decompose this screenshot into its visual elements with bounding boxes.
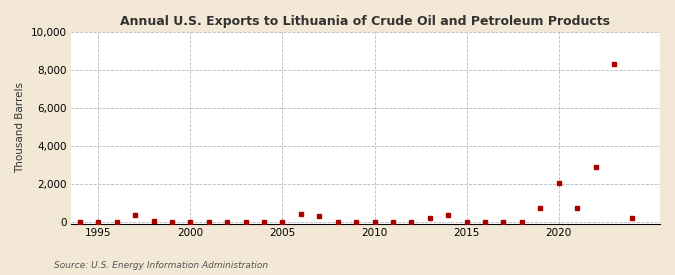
- Y-axis label: Thousand Barrels: Thousand Barrels: [15, 82, 25, 174]
- Title: Annual U.S. Exports to Lithuania of Crude Oil and Petroleum Products: Annual U.S. Exports to Lithuania of Crud…: [120, 15, 610, 28]
- Text: Source: U.S. Energy Information Administration: Source: U.S. Energy Information Administ…: [54, 260, 268, 270]
